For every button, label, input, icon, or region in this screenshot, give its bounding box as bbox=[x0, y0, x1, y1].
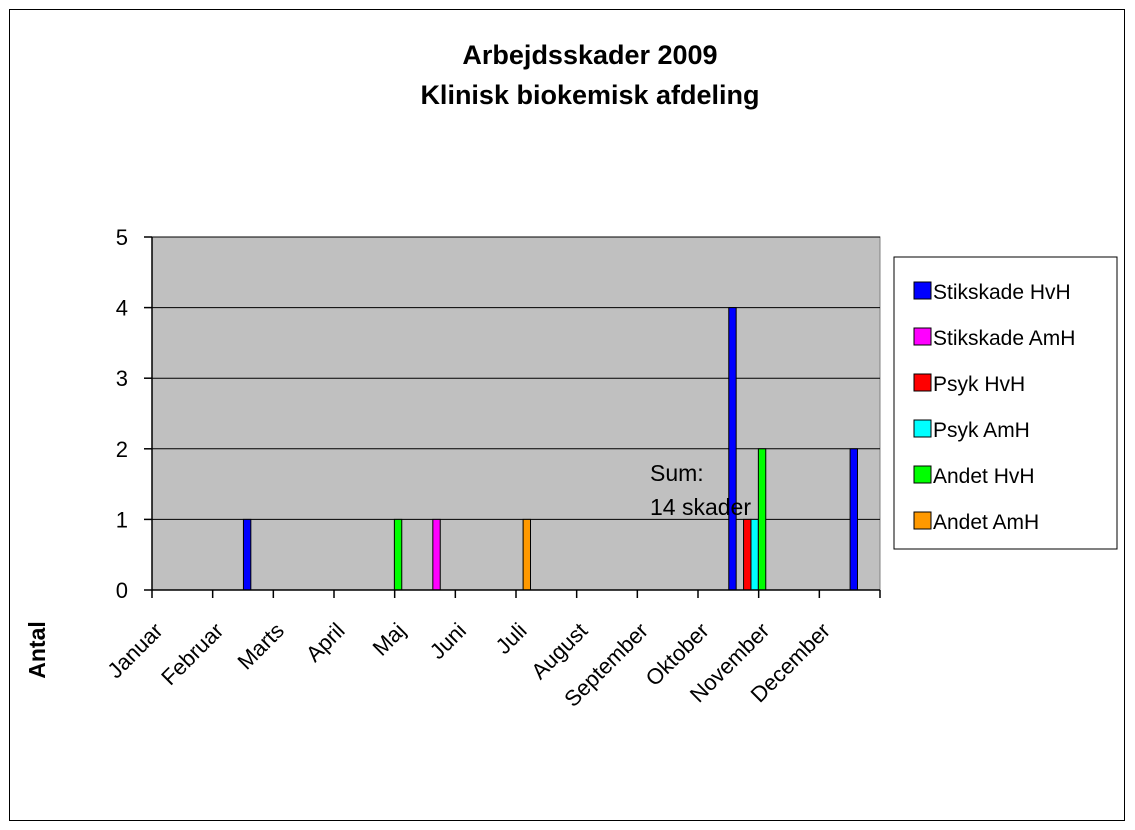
legend-swatch bbox=[913, 465, 932, 484]
x-tick-label: April bbox=[301, 618, 350, 667]
chart-title: Arbejdsskader 2009 bbox=[462, 40, 718, 70]
x-tick-label: Marts bbox=[232, 618, 289, 675]
y-tick-label: 0 bbox=[116, 578, 128, 603]
legend-swatch bbox=[913, 511, 932, 530]
annotation-line-1: Sum: bbox=[650, 460, 704, 486]
sum-annotation: Sum: 14 skader bbox=[650, 460, 751, 520]
bars-group bbox=[242, 307, 858, 591]
legend: Stikskade HvH Stikskade AmH Psyk HvH Psyk A… bbox=[893, 256, 1118, 550]
bar bbox=[432, 518, 441, 591]
bar bbox=[728, 307, 737, 591]
legend-label: Andet HvH bbox=[933, 465, 1035, 488]
annotation-line-2: 14 skader bbox=[650, 494, 751, 520]
bar bbox=[750, 518, 759, 591]
plot-area bbox=[151, 236, 881, 591]
bar bbox=[242, 518, 252, 591]
y-tick-label: 2 bbox=[116, 437, 128, 462]
bar bbox=[743, 518, 752, 591]
bar bbox=[522, 518, 531, 591]
legend-label: Psyk HvH bbox=[933, 373, 1025, 396]
legend-label: Psyk AmH bbox=[933, 419, 1030, 442]
x-tick-label: Juli bbox=[491, 618, 532, 659]
legend-swatch bbox=[913, 373, 932, 392]
legend-box bbox=[893, 256, 1118, 550]
bar bbox=[849, 448, 858, 591]
bar bbox=[757, 448, 767, 591]
legend-swatch bbox=[913, 281, 932, 300]
chart-subtitle: Klinisk biokemisk afdeling bbox=[420, 80, 760, 110]
y-tick-label: 5 bbox=[116, 225, 128, 250]
y-axis-label: Antal bbox=[24, 621, 50, 679]
legend-label: Stikskade HvH bbox=[933, 281, 1071, 304]
x-tick-label: Februar bbox=[156, 618, 228, 690]
y-tick-labels: 0 1 2 3 4 5 bbox=[116, 225, 128, 603]
y-tick-label: 1 bbox=[116, 507, 128, 532]
legend-label: Stikskade AmH bbox=[933, 327, 1075, 350]
legend-swatch bbox=[913, 419, 932, 438]
y-tick-label: 3 bbox=[116, 366, 128, 391]
x-tick-label: Juni bbox=[425, 618, 471, 664]
axes-group bbox=[144, 236, 881, 598]
x-tick-label: Maj bbox=[368, 618, 411, 661]
legend-swatch bbox=[913, 327, 932, 346]
bar bbox=[393, 518, 403, 591]
y-tick-label: 4 bbox=[116, 296, 128, 321]
legend-label: Andet AmH bbox=[933, 511, 1039, 534]
